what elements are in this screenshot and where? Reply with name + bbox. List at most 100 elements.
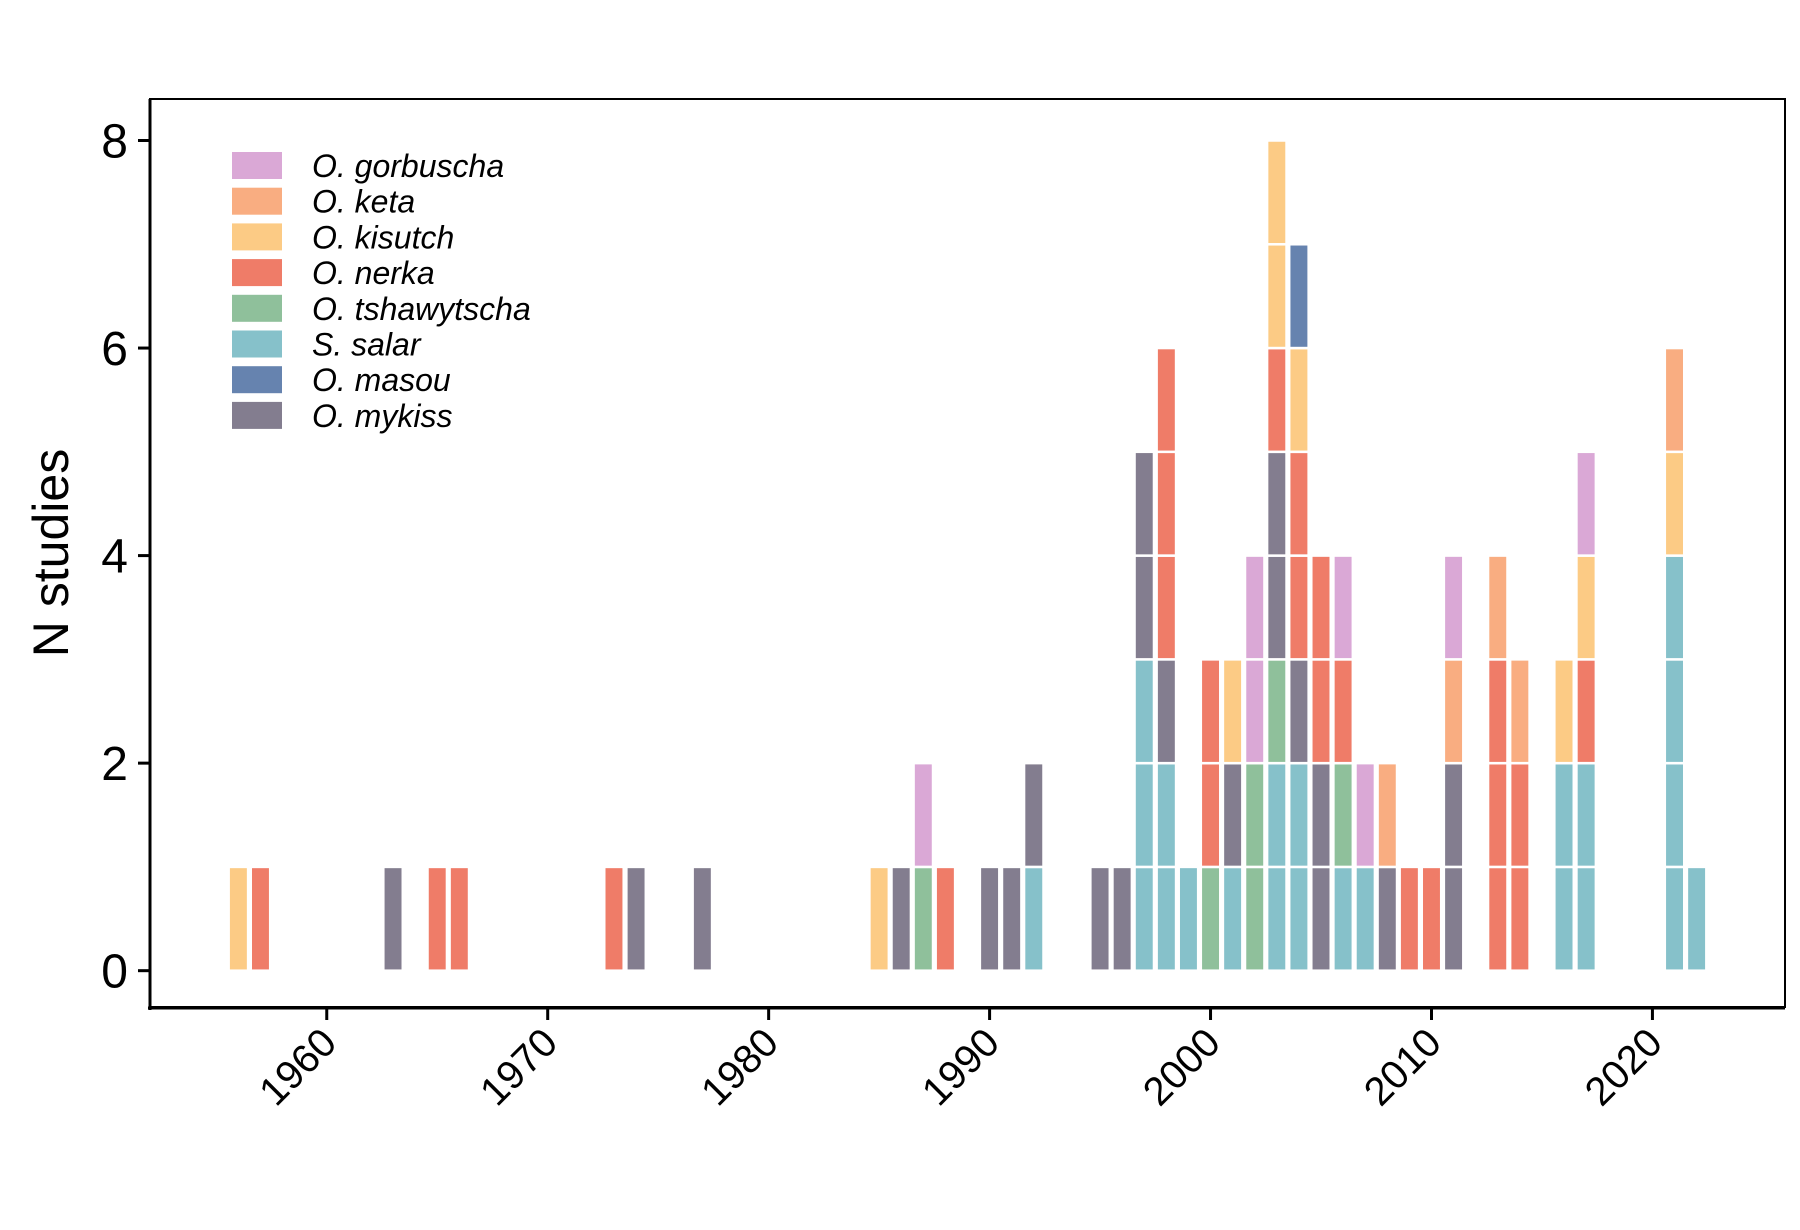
y-tick-label: 8	[101, 116, 128, 169]
bar-segment-2000-o-nerka	[1199, 761, 1222, 869]
bar-segment-2007-o-gorbuscha	[1354, 761, 1377, 869]
bar-segment-2004-o-masou	[1287, 243, 1310, 350]
bar-segment-2001-s-salar	[1221, 865, 1244, 972]
bar-segment-2003-s-salar	[1265, 865, 1288, 972]
x-tick-label: 1980	[693, 1020, 787, 1114]
bar-segment-2011-o-mykiss	[1442, 761, 1465, 869]
x-tick-label: 2000	[1135, 1020, 1229, 1114]
bar-segment-2016-s-salar	[1553, 865, 1576, 972]
bar-segment-1987-o-gorbuscha	[912, 761, 935, 869]
legend-label-o-keta: O. keta	[312, 184, 415, 220]
legend-label-o-nerka: O. nerka	[312, 255, 435, 291]
legend-key-o-nerka	[232, 259, 282, 287]
bar-segment-1963-o-mykiss	[382, 865, 405, 972]
bar-segment-1997-o-mykiss	[1133, 554, 1156, 661]
bar-segment-1965-o-nerka	[426, 865, 449, 972]
bar-segment-2000-o-nerka	[1199, 658, 1222, 765]
bar-segment-2003-o-mykiss	[1265, 450, 1288, 557]
y-tick-label: 2	[101, 738, 128, 791]
bar-segment-2004-o-nerka	[1287, 554, 1310, 661]
bar-segment-1998-s-salar	[1155, 865, 1178, 972]
y-tick-label: 6	[101, 323, 128, 376]
y-ticks: 0 2 4 6 8	[101, 116, 150, 999]
bar-segment-1997-s-salar	[1133, 865, 1156, 972]
bar-segment-2001-o-mykiss	[1221, 761, 1244, 869]
bar-segment-2014-o-keta	[1508, 658, 1531, 765]
bar-segment-2021-s-salar	[1663, 865, 1686, 972]
bar-segment-2014-o-nerka	[1508, 761, 1531, 869]
bar-segment-1991-o-mykiss	[1000, 865, 1023, 972]
bar-segment-1990-o-mykiss	[978, 865, 1001, 972]
bar-segment-2011-o-gorbuscha	[1442, 554, 1465, 661]
bar-segment-2003-o-tshawytscha	[1265, 658, 1288, 765]
bar-segment-2021-s-salar	[1663, 554, 1686, 661]
bar-segment-1998-s-salar	[1155, 761, 1178, 869]
bar-segment-2008-o-mykiss	[1376, 865, 1399, 972]
bar-segment-2010-o-nerka	[1420, 865, 1443, 972]
legend-label-o-mykiss: O. mykiss	[312, 398, 452, 434]
legend-key-s-salar	[232, 330, 282, 358]
bar-segment-2002-o-gorbuscha	[1243, 554, 1266, 661]
bar-segment-2013-o-nerka	[1486, 761, 1509, 869]
bar-segment-2005-o-mykiss	[1310, 761, 1332, 869]
bar-segment-2003-s-salar	[1265, 761, 1288, 869]
bar-segment-1992-o-mykiss	[1022, 761, 1045, 869]
bar-segment-2011-o-keta	[1442, 658, 1465, 765]
bars-layer	[227, 139, 1708, 972]
bar-segment-2004-o-nerka	[1287, 450, 1310, 557]
bar-segment-2004-o-mykiss	[1287, 658, 1310, 765]
legend-label-s-salar: S. salar	[312, 327, 422, 363]
y-tick-label: 0	[101, 946, 128, 999]
bar-segment-1998-o-nerka	[1155, 554, 1178, 661]
x-tick-label: 2010	[1356, 1020, 1450, 1114]
bar-segment-2009-o-nerka	[1398, 865, 1421, 972]
bar-segment-2021-o-keta	[1663, 346, 1686, 454]
bar-segment-2002-o-gorbuscha	[1243, 658, 1266, 765]
legend-label-o-tshawytscha: O. tshawytscha	[312, 291, 531, 327]
bar-segment-2005-o-mykiss	[1310, 865, 1332, 972]
x-tick-label: 1960	[251, 1020, 345, 1114]
bar-segment-1998-o-nerka	[1155, 450, 1178, 557]
legend-label-o-gorbuscha: O. gorbuscha	[312, 148, 504, 184]
bar-segment-1992-s-salar	[1022, 865, 1045, 972]
legend-key-o-keta	[232, 187, 282, 215]
bar-segment-2006-o-gorbuscha	[1332, 554, 1355, 661]
bar-segment-2017-o-gorbuscha	[1575, 450, 1598, 557]
bar-segment-2003-o-kisutch	[1265, 243, 1288, 350]
bar-segment-2005-o-nerka	[1310, 658, 1332, 765]
bar-segment-2016-o-kisutch	[1553, 658, 1576, 765]
bar-segment-2004-s-salar	[1287, 865, 1310, 972]
legend-key-o-gorbuscha	[232, 152, 282, 179]
bar-segment-1973-o-nerka	[603, 865, 625, 972]
bar-segment-1997-s-salar	[1133, 761, 1156, 869]
bar-segment-2007-s-salar	[1354, 865, 1377, 972]
bar-segment-2006-o-tshawytscha	[1332, 761, 1355, 869]
bar-segment-2004-o-kisutch	[1287, 346, 1310, 454]
y-tick-label: 4	[101, 531, 128, 584]
legend-key-o-mykiss	[232, 401, 282, 429]
bar-segment-2004-s-salar	[1287, 761, 1310, 869]
bar-segment-1957-o-nerka	[249, 865, 272, 972]
bar-segment-1998-o-nerka	[1155, 346, 1178, 454]
bar-segment-2016-s-salar	[1553, 761, 1576, 869]
bar-segment-1995-o-mykiss	[1089, 865, 1112, 972]
legend-key-o-tshawytscha	[232, 294, 282, 322]
bar-segment-2005-o-nerka	[1310, 554, 1332, 661]
bar-segment-1987-o-tshawytscha	[912, 865, 935, 972]
bar-segment-2021-o-kisutch	[1663, 450, 1686, 557]
bar-segment-2021-s-salar	[1663, 658, 1686, 765]
bar-segment-1985-o-kisutch	[868, 865, 891, 972]
bar-segment-2017-o-kisutch	[1575, 554, 1598, 661]
legend-key-o-masou	[232, 366, 282, 394]
bar-segment-2021-s-salar	[1663, 761, 1686, 869]
bar-segment-2011-o-mykiss	[1442, 865, 1465, 972]
bar-segment-1988-o-nerka	[934, 865, 957, 972]
x-tick-label: 2020	[1577, 1020, 1671, 1114]
bar-segment-1966-o-nerka	[448, 865, 471, 972]
bar-segment-2017-s-salar	[1575, 761, 1598, 869]
bar-segment-1986-o-mykiss	[890, 865, 913, 972]
bar-segment-2022-s-salar	[1685, 865, 1708, 972]
bar-segment-2006-s-salar	[1332, 865, 1355, 972]
bar-segment-2003-o-kisutch	[1265, 139, 1288, 246]
bar-segment-2014-o-nerka	[1508, 865, 1531, 972]
